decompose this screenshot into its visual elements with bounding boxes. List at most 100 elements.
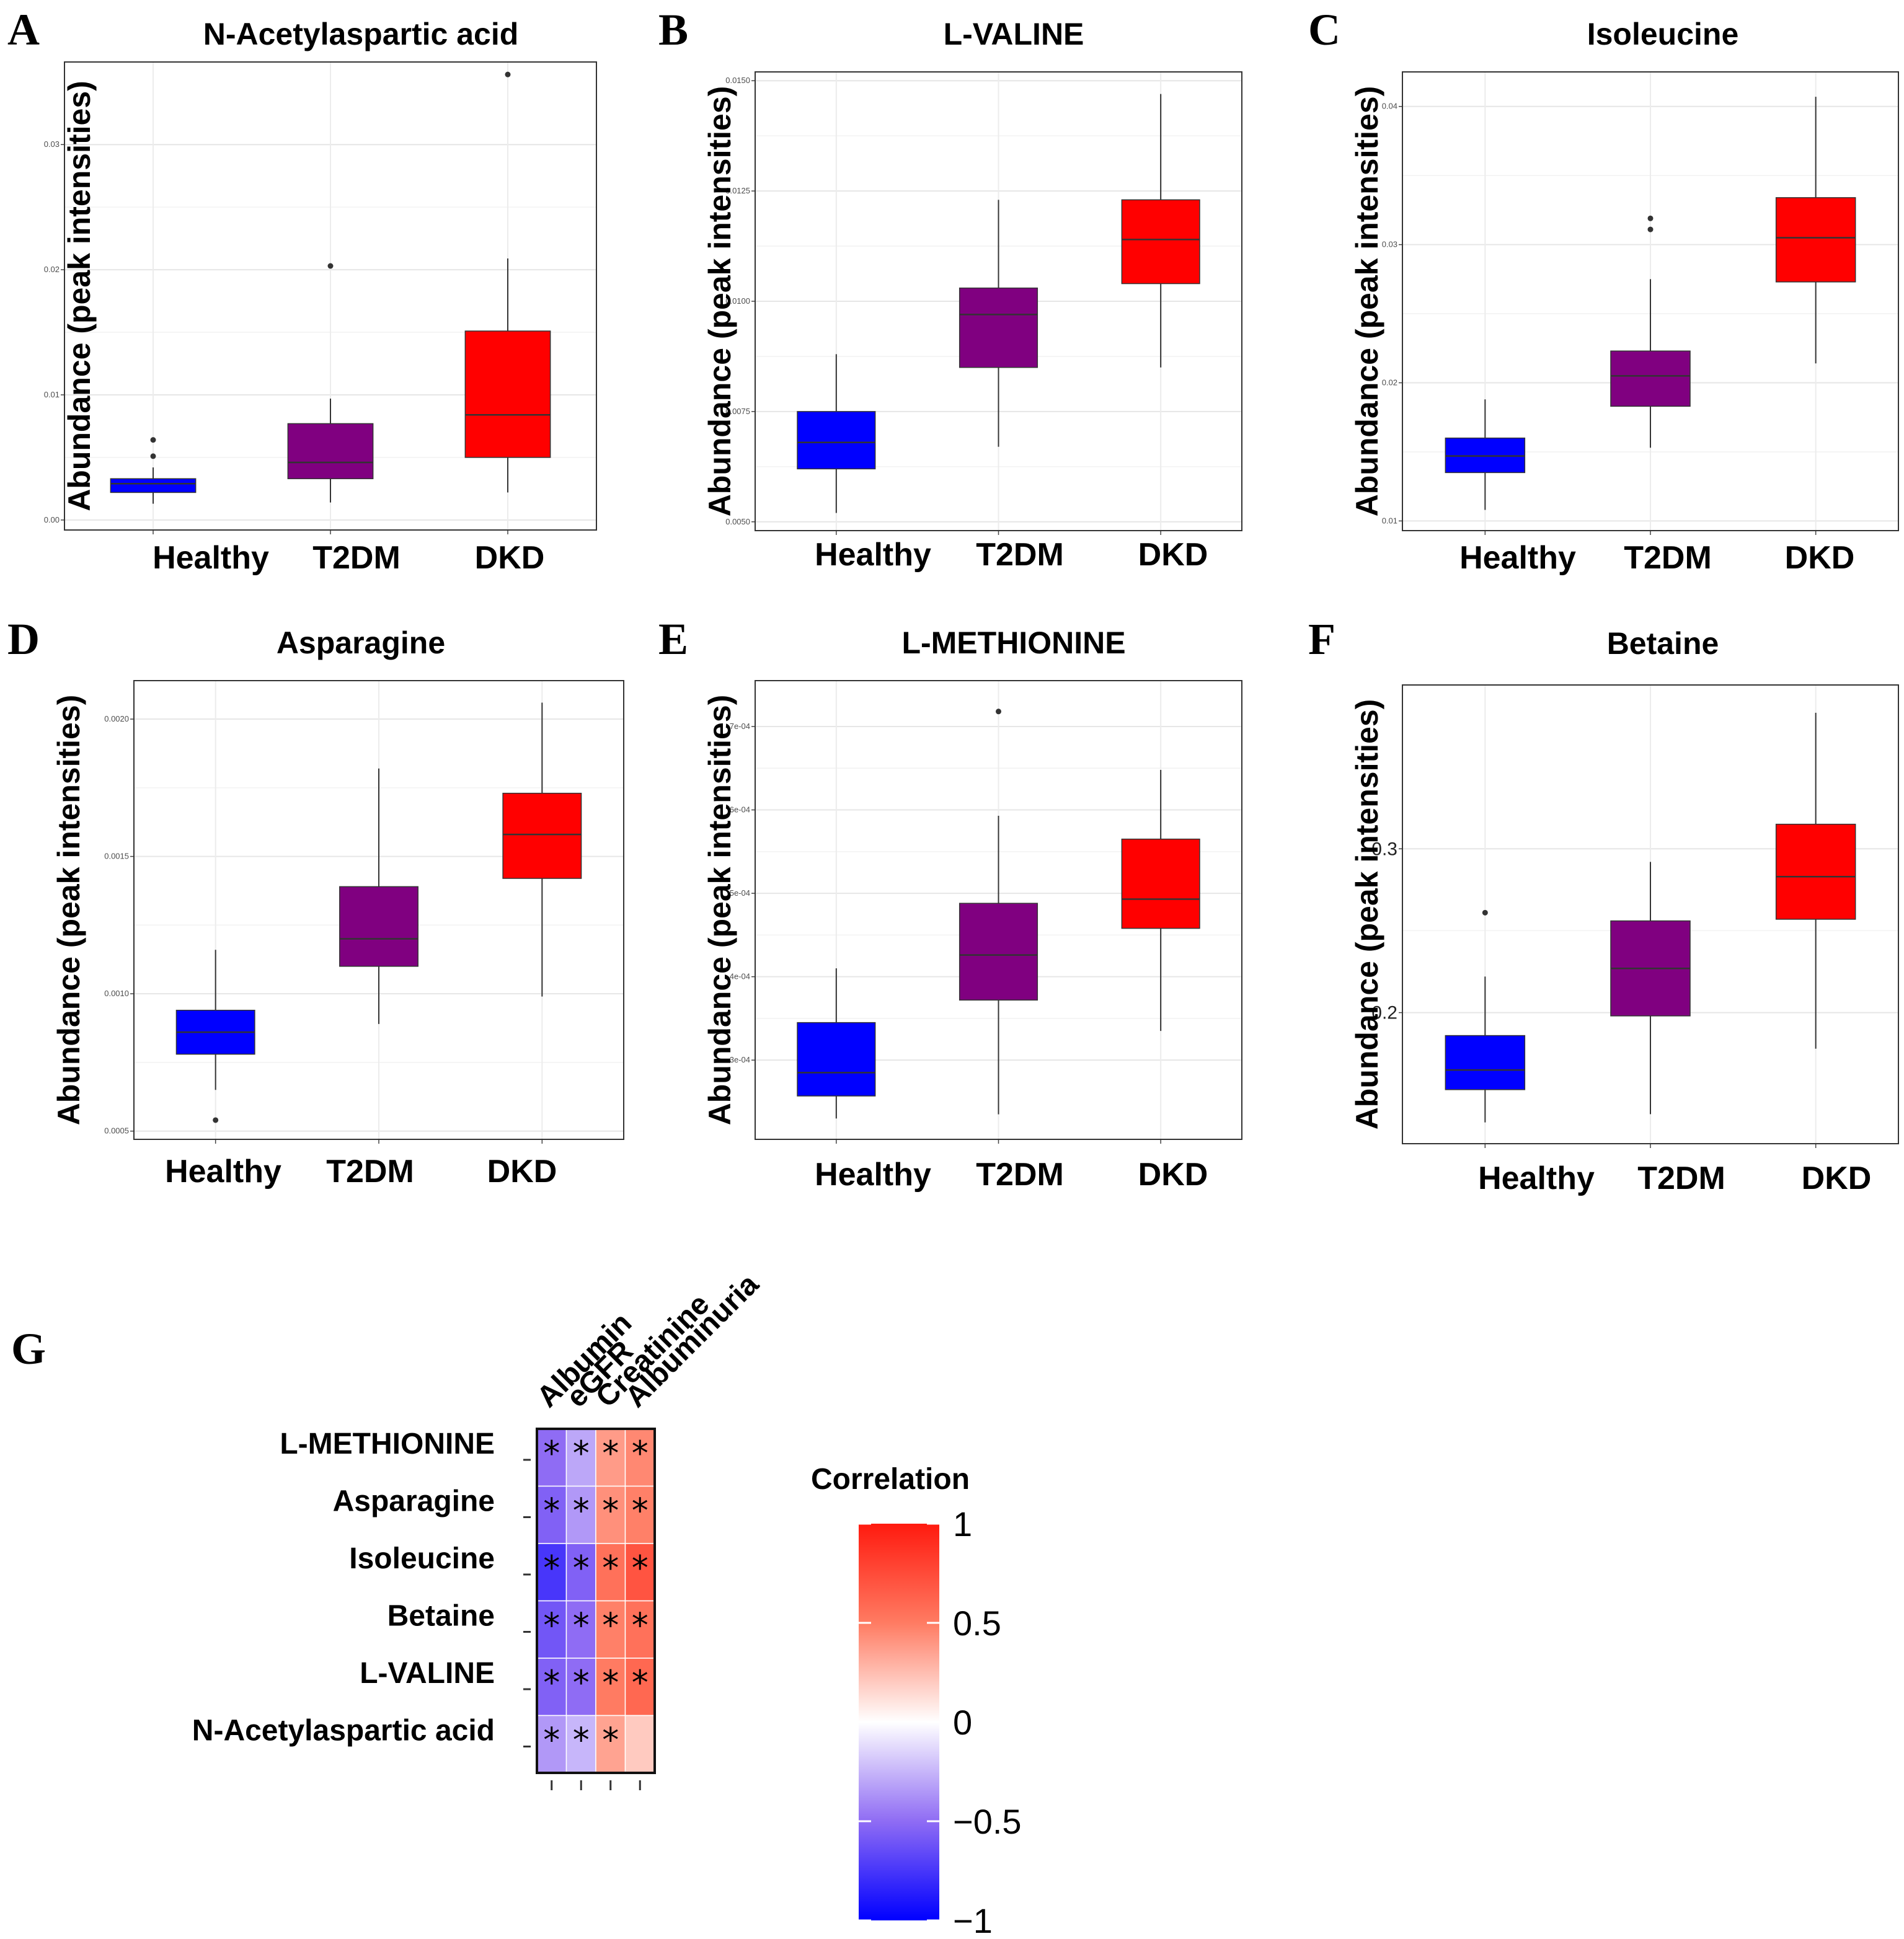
color-legend: Correlation 1 0.5 0 −0.5 −1 (811, 1463, 1022, 1939)
x-tick-label: DKD (475, 540, 545, 576)
chart-title: N-Acetylaspartic acid (203, 17, 519, 51)
chart-title: Isoleucine (1587, 17, 1739, 51)
panel-label: D (7, 614, 40, 664)
y-tick-label: 3e-04 (730, 1055, 750, 1064)
y-axis-label: Abundance (peak intensities) (1350, 86, 1384, 517)
box-dkd (1121, 94, 1200, 368)
outlier-point (1647, 226, 1654, 232)
panel-label: G (11, 1324, 46, 1374)
iqr-box (464, 330, 551, 458)
significance-star: * (543, 1663, 560, 1702)
box-dkd (1775, 97, 1856, 364)
heatmap-border (536, 1428, 656, 1774)
box-t2dm (287, 263, 374, 503)
heatmap-cell (565, 1428, 596, 1487)
outlier-point (327, 263, 334, 269)
legend-tick-label: −0.5 (953, 1802, 1022, 1841)
y-axis-label: Abundance (peak intensities) (702, 86, 737, 517)
panel-label: F (1308, 614, 1335, 664)
box-healthy (797, 354, 876, 513)
box-dkd (1121, 769, 1200, 1031)
y-axis-label: Abundance (peak intensities) (62, 81, 97, 511)
iqr-box (1775, 197, 1856, 283)
significance-star: * (573, 1548, 590, 1588)
box-t2dm (1610, 862, 1691, 1115)
x-tick-label: Healthy (1459, 540, 1576, 576)
iqr-box (797, 1022, 876, 1097)
significance-star: * (543, 1434, 560, 1473)
panel-b: B L-VALINE 0.0050 0.0075 0.0100 0.0125 0.0150 H… (658, 5, 1242, 573)
legend-colorbar (859, 1524, 939, 1920)
iqr-box (1445, 1035, 1526, 1090)
heatmap-cell (624, 1715, 655, 1773)
heatmap-cell (595, 1543, 626, 1602)
y-tick-label: 4e-04 (730, 972, 750, 981)
x-tick-label: Healthy (165, 1154, 281, 1190)
iqr-box (339, 886, 418, 967)
significance-star: * (573, 1434, 590, 1473)
plot-border (755, 71, 1242, 531)
x-tick-label: DKD (1138, 1157, 1208, 1193)
significance-star: * (602, 1491, 619, 1530)
legend-tick-label: −1 (953, 1901, 993, 1939)
box-t2dm (339, 768, 418, 1024)
y-tick-label: 0.0075 (725, 407, 750, 416)
significance-star: * (632, 1491, 649, 1530)
outlier-point (1482, 909, 1488, 916)
x-tick-label: T2DM (1637, 1160, 1725, 1196)
outlier-point (1647, 215, 1654, 221)
iqr-box (1121, 199, 1200, 285)
y-tick-label: 0.0050 (725, 517, 750, 526)
y-tick-label: 0.01 (1382, 516, 1397, 525)
chart-title: Betaine (1607, 626, 1719, 661)
x-tick-label: DKD (1802, 1160, 1872, 1196)
chart-title: Asparagine (277, 625, 445, 660)
y-tick-label: 0.00 (44, 515, 60, 524)
heatmap-cell (595, 1485, 626, 1544)
significance-star: * (632, 1663, 649, 1702)
y-tick-label: 0.0005 (104, 1126, 129, 1136)
iqr-box (1775, 823, 1856, 920)
plot-border (1402, 71, 1899, 531)
plot-border (64, 61, 597, 531)
significance-star: * (543, 1606, 560, 1645)
box-healthy (175, 950, 255, 1123)
iqr-box (110, 478, 197, 493)
heatmap-cell (624, 1428, 655, 1487)
box-dkd (464, 71, 551, 493)
panel-label: C (1308, 5, 1340, 55)
panel-d: D Asparagine 0.0005 0.0010 0.0015 0.0020 Healt… (7, 614, 624, 1190)
x-tick-label: T2DM (976, 537, 1064, 573)
y-tick-label: 0.02 (1382, 378, 1397, 387)
y-tick-label: 0.3 (1371, 839, 1397, 859)
significance-star: * (573, 1491, 590, 1530)
iqr-box (1610, 350, 1691, 407)
heatmap-row-label: N-Acetylaspartic acid (192, 1715, 495, 1747)
plot-border (755, 680, 1242, 1140)
heatmap-row-label: L-METHIONINE (280, 1428, 495, 1460)
heatmap-cell (565, 1715, 596, 1773)
panel-label: A (7, 5, 40, 55)
heatmap-row-label: Isoleucine (349, 1542, 495, 1575)
outlier-point (150, 453, 156, 459)
iqr-box (959, 287, 1038, 368)
x-tick-label: T2DM (326, 1154, 414, 1190)
plot-border (133, 680, 624, 1140)
y-tick-label: 0.0010 (104, 989, 129, 998)
heatmap-cell (565, 1485, 596, 1544)
x-tick-label: T2DM (312, 540, 401, 576)
y-tick-label: 5e-04 (730, 888, 750, 898)
heatmap-row-label: Asparagine (333, 1485, 495, 1518)
significance-star: * (573, 1663, 590, 1702)
significance-star: * (632, 1606, 649, 1645)
box-t2dm (1610, 215, 1691, 448)
outlier-point (213, 1117, 219, 1123)
y-tick-label: 0.0125 (725, 186, 750, 195)
significance-star: * (543, 1548, 560, 1588)
box-healthy (1445, 909, 1526, 1123)
x-tick-label: Healthy (153, 540, 269, 576)
y-tick-label: 0.0015 (104, 852, 129, 861)
significance-star: * (632, 1434, 649, 1473)
significance-star: * (632, 1548, 649, 1588)
